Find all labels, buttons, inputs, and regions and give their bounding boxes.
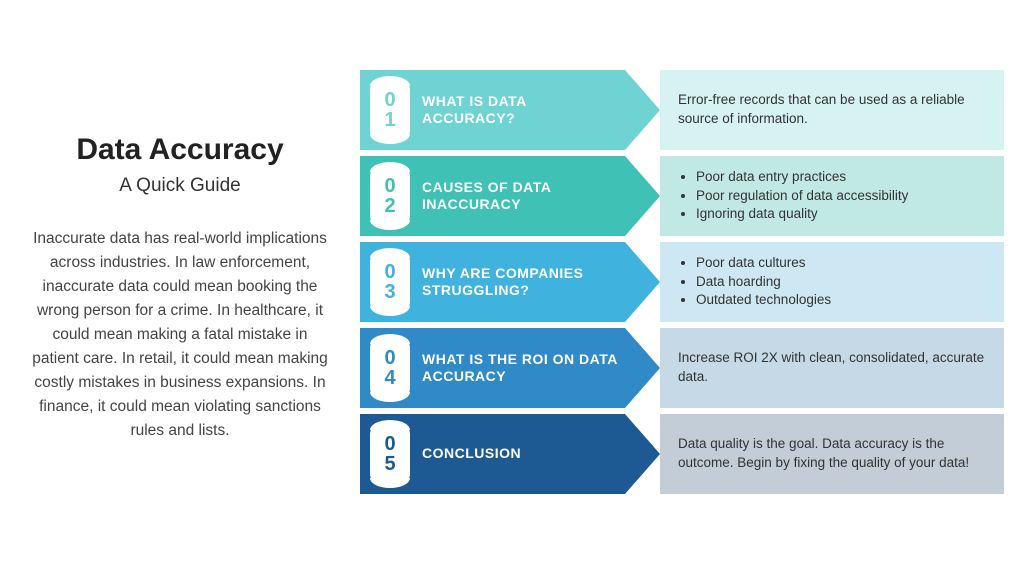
content-text: Data quality is the goal. Data accuracy … xyxy=(678,435,986,473)
number-badge: 03 xyxy=(370,252,410,312)
number-top: 0 xyxy=(384,348,395,368)
row: 02 CAUSES OF DATA INACCURACY Poor data ent… xyxy=(360,156,1004,236)
content-block: Poor data entry practicesPoor regulation… xyxy=(660,156,1004,236)
number-bottom: 3 xyxy=(384,282,395,302)
arrow-block: 01 WHAT IS DATA ACCURACY? xyxy=(360,70,660,150)
arrow-title: CAUSES OF DATA INACCURACY xyxy=(422,179,660,214)
page-subtitle: A Quick Guide xyxy=(30,175,330,197)
row: 03 WHY ARE COMPANIES STRUGGLING? Poor data… xyxy=(360,242,1004,322)
arrow-title: WHAT IS DATA ACCURACY? xyxy=(422,93,660,128)
number-top: 0 xyxy=(384,90,395,110)
content-block: Increase ROI 2X with clean, consolidated… xyxy=(660,328,1004,408)
row: 04 WHAT IS THE ROI ON DATA ACCURACY Increa… xyxy=(360,328,1004,408)
arrow-block: 03 WHY ARE COMPANIES STRUGGLING? xyxy=(360,242,660,322)
arrow-title: WHY ARE COMPANIES STRUGGLING? xyxy=(422,265,660,300)
number-badge: 04 xyxy=(370,338,410,398)
number-badge: 05 xyxy=(370,424,410,484)
list-item: Outdated technologies xyxy=(696,291,831,310)
list-item: Ignoring data quality xyxy=(696,205,908,224)
number-bottom: 5 xyxy=(384,454,395,474)
content-block: Poor data culturesData hoardingOutdated … xyxy=(660,242,1004,322)
number-bottom: 1 xyxy=(384,110,395,130)
list-item: Poor data cultures xyxy=(696,254,831,273)
list-item: Data hoarding xyxy=(696,273,831,292)
arrow-block: 04 WHAT IS THE ROI ON DATA ACCURACY xyxy=(360,328,660,408)
arrow-block: 02 CAUSES OF DATA INACCURACY xyxy=(360,156,660,236)
content-list: Poor data culturesData hoardingOutdated … xyxy=(678,254,831,311)
content-block: Data quality is the goal. Data accuracy … xyxy=(660,414,1004,494)
content-text: Error-free records that can be used as a… xyxy=(678,91,986,129)
row: 05 CONCLUSION Data quality is the goal. Da… xyxy=(360,414,1004,494)
list-item: Poor regulation of data accessibility xyxy=(696,187,908,206)
number-badge: 02 xyxy=(370,166,410,226)
row: 01 WHAT IS DATA ACCURACY? Error-free recor… xyxy=(360,70,1004,150)
number-bottom: 4 xyxy=(384,368,395,388)
page-title: Data Accuracy xyxy=(30,133,330,167)
number-badge: 01 xyxy=(370,80,410,140)
arrow-title: CONCLUSION xyxy=(422,445,561,463)
arrow-title: WHAT IS THE ROI ON DATA ACCURACY xyxy=(422,351,660,386)
content-text: Increase ROI 2X with clean, consolidated… xyxy=(678,349,986,387)
content-list: Poor data entry practicesPoor regulation… xyxy=(678,168,908,225)
page: Data Accuracy A Quick Guide Inaccurate d… xyxy=(0,0,1024,576)
number-top: 0 xyxy=(384,262,395,282)
arrow-block: 05 CONCLUSION xyxy=(360,414,660,494)
list-item: Poor data entry practices xyxy=(696,168,908,187)
number-bottom: 2 xyxy=(384,196,395,216)
content-block: Error-free records that can be used as a… xyxy=(660,70,1004,150)
left-column: Data Accuracy A Quick Guide Inaccurate d… xyxy=(0,0,360,576)
number-top: 0 xyxy=(384,434,395,454)
number-top: 0 xyxy=(384,176,395,196)
rows-container: 01WHAT IS DATA ACCURACY?Error-free recor… xyxy=(360,0,1024,576)
intro-text: Inaccurate data has real-world implicati… xyxy=(30,227,330,443)
